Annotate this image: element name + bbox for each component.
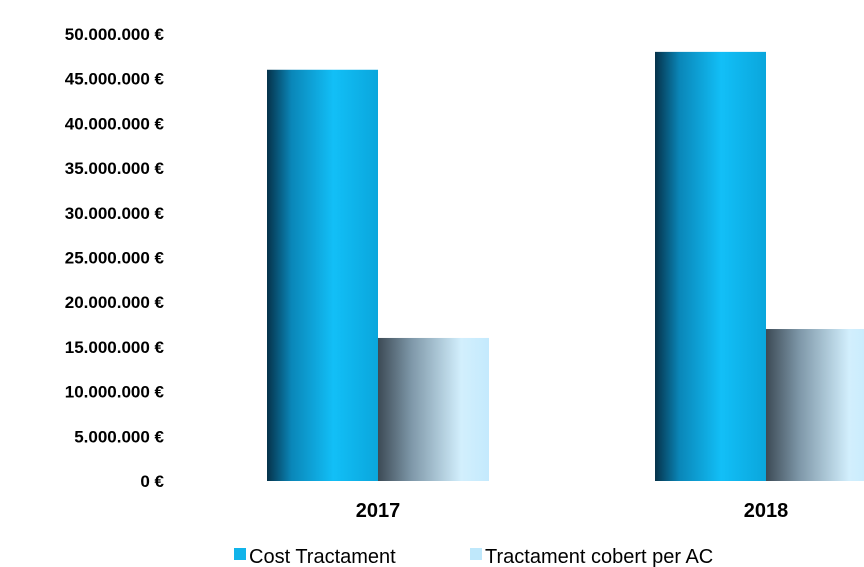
y-tick-label: 35.000.000 € [65, 159, 165, 178]
y-tick-label: 40.000.000 € [65, 114, 165, 133]
bar-2017-series-1 [267, 69, 378, 481]
legend-swatch-series-1 [234, 548, 246, 560]
category-label-2018: 2018 [744, 500, 789, 522]
y-tick-label: 10.000.000 € [65, 383, 165, 402]
y-tick-label: 25.000.000 € [65, 249, 165, 268]
bar-2017-series-2 [378, 337, 489, 481]
legend-swatch-series-2 [470, 548, 482, 560]
y-axis: 0 € 5.000.000 € 10.000.000 € 15.000.000 € 20… [65, 25, 165, 491]
legend-label-series-2: Tractament cobert per AC [485, 546, 713, 567]
category-label-2017: 2017 [356, 500, 401, 522]
y-tick-label: 15.000.000 € [65, 338, 165, 357]
y-tick-label: 5.000.000 € [74, 427, 164, 446]
y-tick-label: 0 € [140, 472, 164, 491]
legend-label-series-1: Cost Tractament [249, 546, 396, 567]
y-tick-label: 20.000.000 € [65, 293, 165, 312]
y-tick-label: 30.000.000 € [65, 204, 165, 223]
y-tick-label: 50.000.000 € [65, 25, 165, 44]
x-axis: 2017 2018 [356, 500, 789, 522]
bar-2018-series-2 [766, 329, 864, 481]
legend: Cost Tractament Tractament cobert per AC [234, 546, 713, 567]
bar-2018-series-1 [655, 51, 766, 481]
y-tick-label: 45.000.000 € [65, 70, 165, 89]
bars [267, 51, 864, 481]
